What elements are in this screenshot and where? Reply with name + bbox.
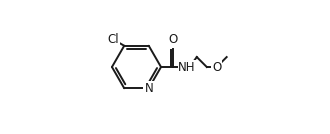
Text: N: N [145,82,153,95]
Text: Cl: Cl [108,33,119,46]
Text: NH: NH [178,60,196,74]
Text: O: O [212,60,221,74]
Text: O: O [168,33,178,46]
